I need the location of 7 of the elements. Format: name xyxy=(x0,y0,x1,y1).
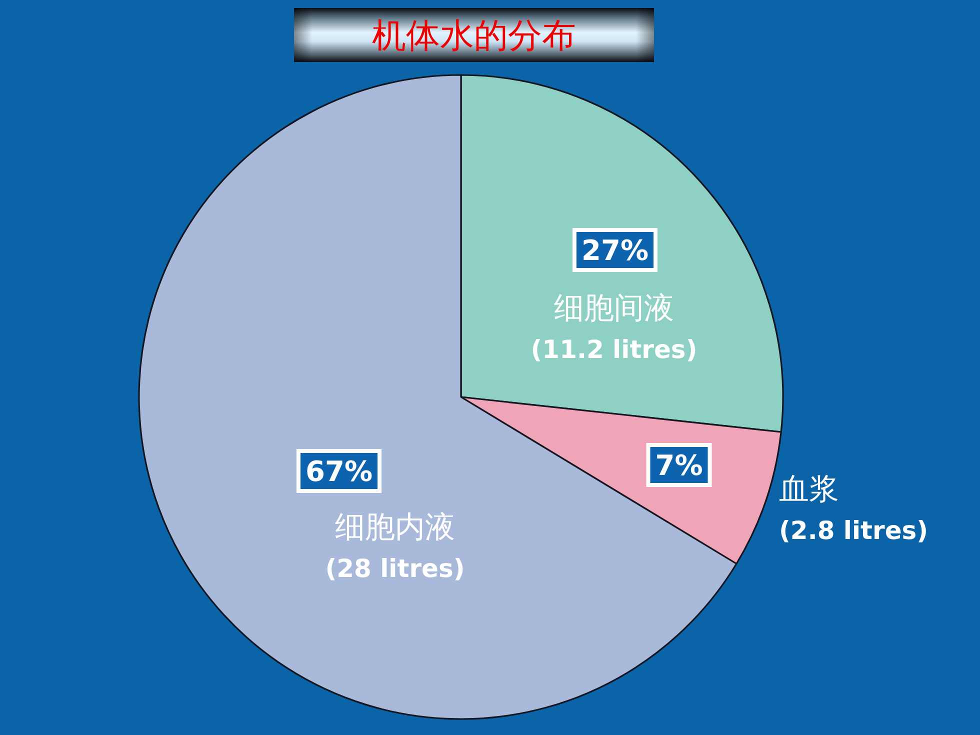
slice-label: 血浆 (2.8 litres) xyxy=(779,472,928,545)
chart-title: 机体水的分布 xyxy=(372,16,576,56)
data-label: 67% xyxy=(305,455,373,488)
data-label: 7% xyxy=(655,449,703,482)
slice-label: 细胞间液 (11.2 litres) xyxy=(530,291,698,364)
slice-label: 细胞内液 (28 litres) xyxy=(325,510,465,583)
data-label: 27% xyxy=(581,234,649,267)
